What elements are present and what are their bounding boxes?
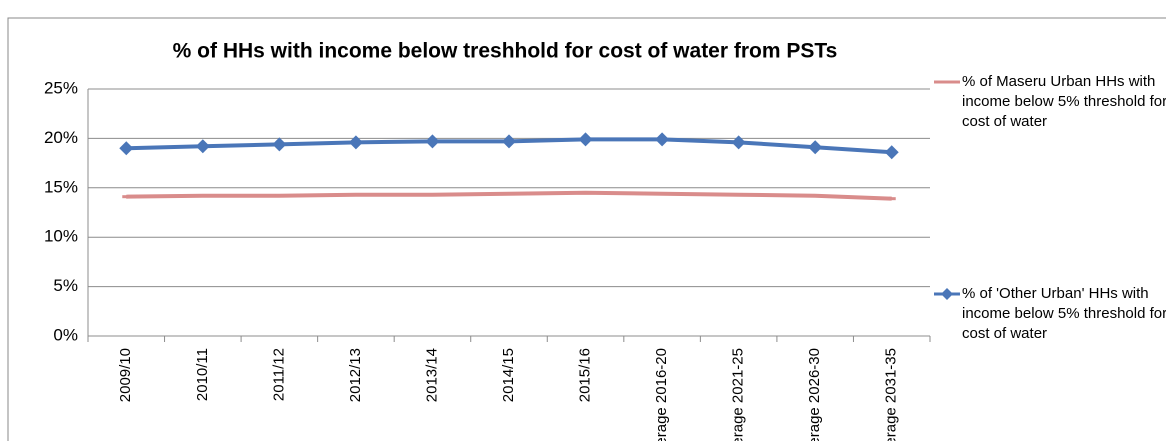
x-tick-label: average 2016-20 (653, 348, 670, 441)
x-tick-label: average 2031-35 (883, 348, 900, 441)
y-tick-label: 10% (44, 227, 78, 246)
x-tick-label: 2013/14 (423, 348, 440, 402)
marker (425, 134, 440, 149)
x-tick-label: average 2026-30 (806, 348, 823, 441)
marker (198, 194, 207, 198)
marker (731, 135, 746, 150)
y-tick-label: 25% (44, 78, 78, 97)
y-tick-label: 5% (53, 276, 78, 295)
x-tick-label: 2015/16 (577, 348, 594, 402)
marker (887, 197, 896, 201)
marker (658, 192, 667, 196)
legend-label: % of 'Other Urban' HHs with income below… (962, 285, 1166, 342)
y-tick-label: 0% (53, 325, 78, 344)
marker (655, 132, 670, 147)
marker (275, 194, 284, 198)
marker (351, 193, 360, 197)
marker (505, 192, 513, 196)
legend-marker (943, 80, 951, 84)
marker (811, 194, 820, 198)
marker (884, 145, 899, 160)
chart-title: % of HHs with income below treshhold for… (173, 40, 838, 63)
marker (581, 191, 590, 195)
x-tick-label: average 2021-25 (730, 348, 747, 441)
x-tick-label: 2012/13 (347, 348, 364, 402)
legend-marker (941, 288, 953, 300)
marker (502, 134, 516, 149)
marker (119, 141, 134, 156)
marker (808, 140, 823, 155)
x-tick-label: 2014/15 (500, 348, 517, 402)
x-tick-label: 2011/12 (270, 348, 287, 401)
x-tick-label: 2009/10 (117, 348, 134, 402)
marker (122, 195, 131, 199)
y-tick-label: 15% (44, 177, 78, 196)
marker (428, 193, 437, 197)
marker (272, 137, 287, 152)
marker (578, 132, 593, 147)
y-tick-label: 20% (44, 128, 78, 147)
marker (734, 193, 743, 197)
legend-label: % of Maseru Urban HHs with income below … (962, 73, 1166, 130)
marker (195, 139, 210, 154)
marker (348, 135, 363, 150)
x-tick-label: 2010/11 (194, 348, 211, 401)
